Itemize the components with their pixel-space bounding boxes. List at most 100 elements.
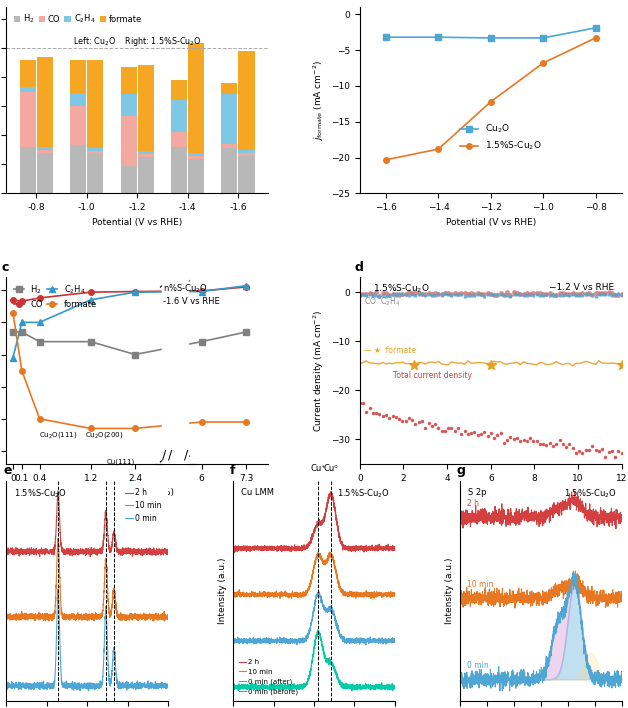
Line: 0 min (before): 0 min (before) (233, 630, 395, 691)
Bar (121, 94, 137, 116)
Bar (171, 80, 187, 101)
10 min (387, 593, 394, 602)
formate (242, 418, 250, 426)
C$_2$H$_4$ (131, 288, 139, 297)
Bar (221, 144, 237, 149)
Bar (239, 153, 254, 156)
CO (36, 294, 43, 302)
Bar (70, 145, 87, 193)
Bar (239, 156, 254, 193)
Text: /: / (168, 449, 173, 462)
Bar (20, 91, 36, 147)
0 min (11, 680, 18, 689)
Bar (70, 93, 87, 106)
X-axis label: Potential (V vs RHE): Potential (V vs RHE) (446, 218, 536, 227)
10 min (160, 613, 168, 622)
Text: d: d (355, 261, 364, 274)
10 min (229, 589, 237, 598)
10 min (511, 604, 519, 612)
2 h (571, 487, 578, 496)
Bar (239, 51, 254, 150)
Bar (188, 156, 204, 159)
2 h (618, 515, 625, 523)
Text: e: e (3, 464, 11, 477)
Line: CO: CO (10, 284, 249, 304)
C$_2$H$_4$ (198, 287, 205, 296)
Text: a: a (1, 0, 9, 4)
2 h (511, 518, 518, 526)
2 h (229, 543, 237, 552)
10 min (541, 591, 549, 600)
0 min (before) (348, 687, 355, 695)
Bar (221, 83, 237, 94)
Text: Cu$_2$O(111): Cu$_2$O(111) (39, 430, 77, 440)
formate (36, 415, 43, 423)
Bar (37, 57, 53, 147)
0 min (before) (314, 626, 322, 634)
0 min (after) (387, 636, 394, 645)
2 h (130, 549, 138, 557)
10 min (544, 592, 552, 600)
2 h (82, 547, 89, 555)
Line: 1.5%S-Cu$_2$O: 1.5%S-Cu$_2$O (383, 35, 598, 163)
X-axis label: Potential (V vs RHE): Potential (V vs RHE) (92, 218, 182, 227)
2 h (387, 545, 394, 554)
Text: Cu⁺: Cu⁺ (310, 464, 326, 474)
Bar (188, 159, 204, 193)
Text: 1.5%S-Cu$_2$O: 1.5%S-Cu$_2$O (14, 488, 67, 501)
Bar (138, 157, 154, 193)
0 min (after) (237, 637, 245, 646)
H$_2$ (131, 350, 139, 359)
Text: Left: Cu$_2$O    Right: 1.5%S-Cu$_2$O: Left: Cu$_2$O Right: 1.5%S-Cu$_2$O (73, 35, 202, 48)
Bar (70, 59, 87, 93)
10 min (11, 614, 18, 622)
Legend: Cu$_2$O, 1.5%S-Cu$_2$O: Cu$_2$O, 1.5%S-Cu$_2$O (456, 119, 545, 156)
0 min (after) (304, 634, 311, 642)
0 min (before) (304, 678, 311, 686)
1.5%S-Cu$_2$O (539, 59, 547, 67)
Bar (221, 149, 237, 193)
C$_2$H$_4$ (36, 318, 43, 326)
CO (87, 288, 94, 297)
2 h (160, 547, 168, 555)
Text: −1.2 V vs RHE: −1.2 V vs RHE (549, 283, 614, 292)
Bar (188, 153, 204, 156)
X-axis label: S content (wt%): S content (wt%) (100, 488, 174, 497)
2 h (526, 516, 534, 525)
0 min (54, 585, 62, 593)
10 min (165, 612, 172, 621)
0 min (after) (387, 636, 394, 644)
Cu$_2$O (487, 34, 494, 42)
Y-axis label: Intensity (a.u.): Intensity (a.u.) (219, 558, 227, 624)
Text: c: c (1, 261, 8, 274)
10 min (304, 588, 311, 597)
Text: 1.5%S-Cu$_2$O: 1.5%S-Cu$_2$O (337, 488, 390, 501)
0 min (before) (237, 684, 245, 692)
Text: n%S-Cu$_2$O
-1.6 V vs RHE: n%S-Cu$_2$O -1.6 V vs RHE (163, 283, 220, 306)
X-axis label: Time (h): Time (h) (472, 488, 510, 497)
2 h (304, 541, 311, 549)
10 min (325, 548, 333, 556)
Bar (87, 152, 104, 154)
0 min (165, 680, 172, 689)
0 min (after) (315, 588, 322, 596)
formate (87, 424, 94, 433)
10 min (526, 588, 534, 596)
10 min (391, 590, 399, 598)
0 min (82, 681, 89, 690)
C$_2$H$_4$ (18, 318, 26, 326)
Text: g: g (457, 464, 465, 477)
Bar (87, 154, 104, 193)
Bar (121, 116, 137, 166)
formate (9, 309, 17, 317)
10 min (77, 612, 85, 620)
H$_2$ (242, 328, 250, 336)
1.5%S-Cu$_2$O (592, 34, 599, 42)
Y-axis label: Intensity (a.u.): Intensity (a.u.) (0, 558, 1, 624)
Line: 0 min (after): 0 min (after) (233, 592, 395, 645)
0 min (before) (229, 683, 237, 692)
1.5%S-Cu$_2$O (487, 98, 494, 106)
Line: 0 min: 0 min (6, 589, 168, 691)
0 min (85, 687, 92, 695)
2 h (87, 552, 94, 561)
